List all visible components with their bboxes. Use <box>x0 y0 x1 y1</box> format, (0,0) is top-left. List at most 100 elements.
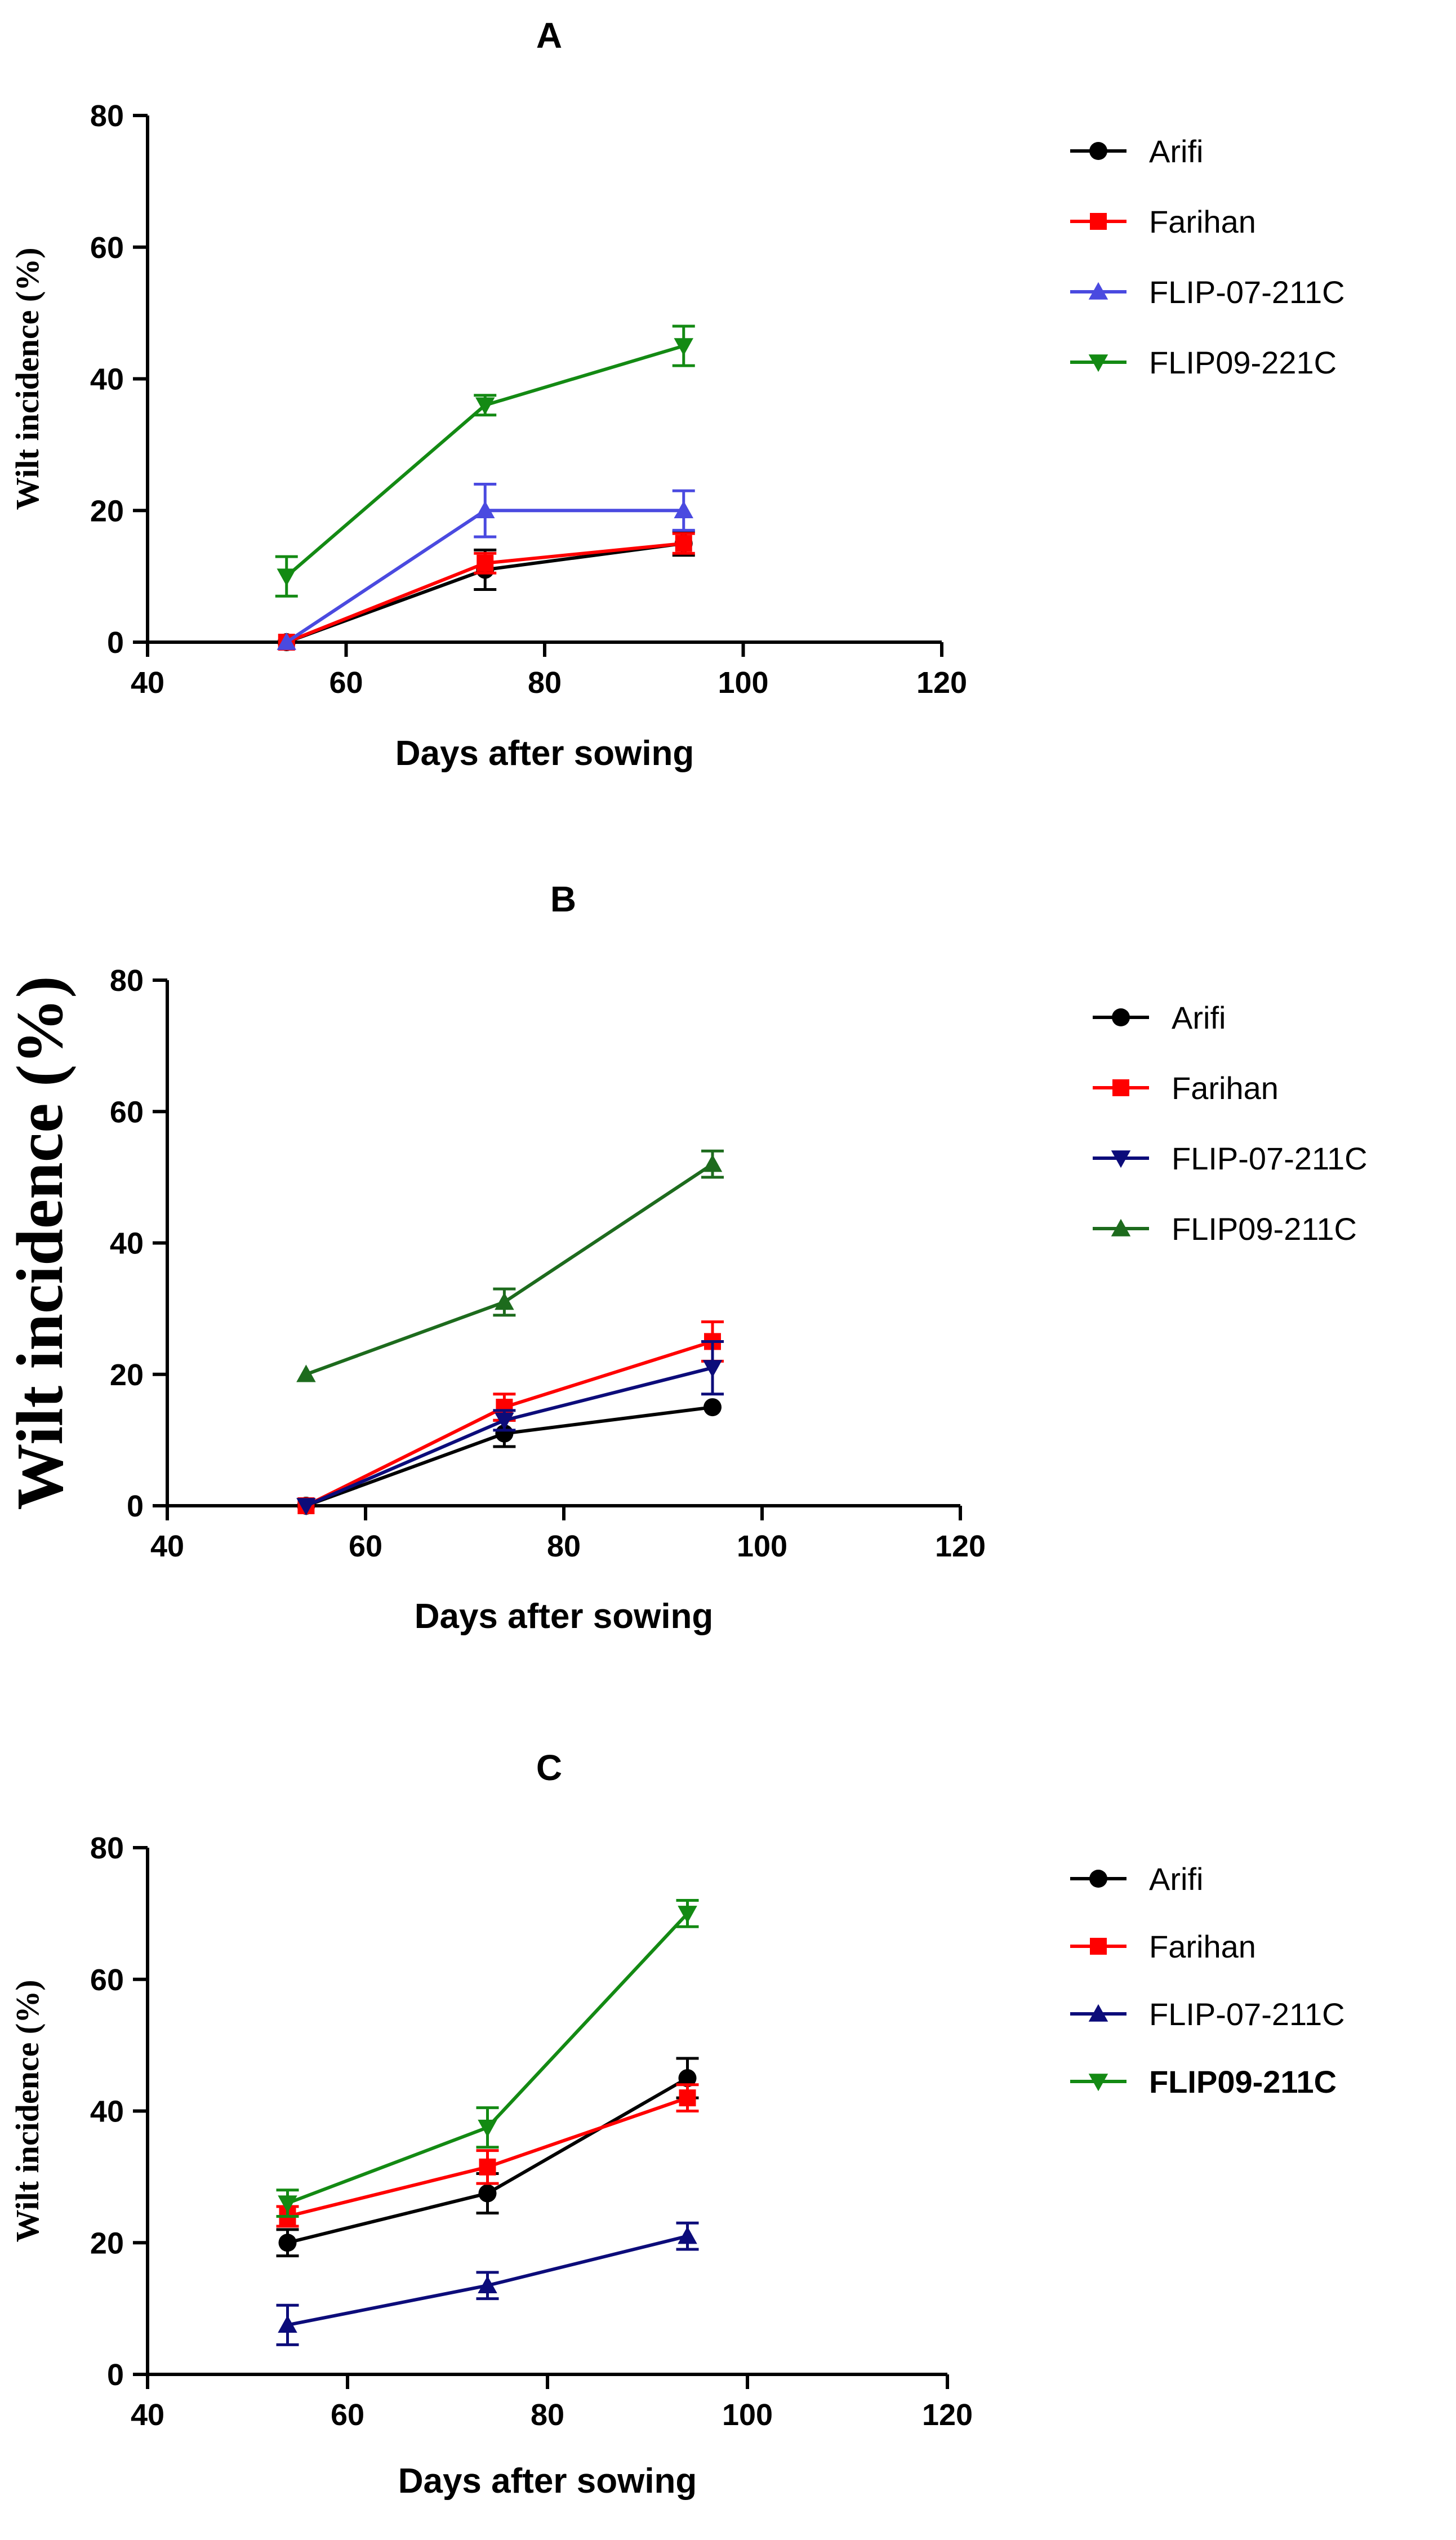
legend-item: Arifi <box>1070 1861 1203 1897</box>
x-axis-label: Days after sowing <box>398 2462 697 2501</box>
legend-label: Farihan <box>1172 1070 1279 1106</box>
data-point <box>475 397 495 415</box>
data-point <box>296 1364 316 1382</box>
y-tick-label: 80 <box>110 964 144 998</box>
x-tick-label: 120 <box>935 1529 986 1563</box>
y-tick-label: 0 <box>107 626 124 660</box>
data-point <box>479 2158 496 2176</box>
x-tick-label: 60 <box>329 666 363 700</box>
data-point <box>277 568 296 586</box>
legend-item: Farihan <box>1070 204 1256 239</box>
data-point <box>278 2315 297 2333</box>
series-3 <box>276 2221 699 2346</box>
series-line <box>305 1163 714 1376</box>
y-tick-label: 20 <box>90 2226 124 2260</box>
data-point <box>495 1292 514 1310</box>
chart-title: C <box>536 1747 562 1788</box>
legend-marker <box>1089 142 1107 160</box>
legend: Arifi Farihan FLIP-07-211C FLIP09-211C <box>1070 1861 1345 2099</box>
x-tick-label: 80 <box>528 666 562 700</box>
y-tick-label: 20 <box>90 494 124 528</box>
y-axis-label: Wilt incidence (%) <box>9 247 46 510</box>
x-tick-label: 120 <box>916 666 967 700</box>
data-point <box>477 554 494 572</box>
legend-marker <box>1088 2074 1108 2092</box>
legend-label: Farihan <box>1149 1929 1256 1964</box>
data-point <box>478 2275 497 2294</box>
legend: Arifi Farihan FLIP-07-211C FLIP09-221C <box>1070 134 1345 380</box>
legend-marker <box>1090 213 1107 230</box>
y-tick-label: 40 <box>90 363 124 397</box>
chart-title: B <box>550 879 576 919</box>
legend-marker <box>1090 1938 1107 1955</box>
chart-panel-c: C 40 60 80 100 120 0 20 40 60 80 Days after sowing W… <box>9 1747 1345 2501</box>
legend-label: Arifi <box>1172 1000 1226 1035</box>
x-tick-label: 120 <box>922 2398 973 2432</box>
data-point <box>278 2195 297 2213</box>
legend-label: FLIP09-221C <box>1149 345 1337 380</box>
x-tick-label: 100 <box>737 1529 787 1563</box>
data-point <box>678 2069 697 2088</box>
legend-marker <box>1088 2004 1108 2022</box>
data-point <box>495 1412 514 1430</box>
legend-marker <box>1088 282 1108 300</box>
data-point <box>674 501 693 519</box>
legend-item: FLIP-07-211C <box>1070 1996 1345 2032</box>
legend-item: FLIP09-211C <box>1070 2064 1337 2099</box>
x-tick-label: 60 <box>349 1529 382 1563</box>
y-axis-label: Wilt incidence (%) <box>3 976 77 1510</box>
y-tick-label: 20 <box>110 1358 144 1392</box>
y-tick-label: 0 <box>127 1489 144 1523</box>
series-3 <box>296 1340 724 1516</box>
series-line <box>305 1405 713 1507</box>
x-axis-label: Days after sowing <box>395 734 694 773</box>
legend-item: Farihan <box>1070 1929 1256 1964</box>
y-tick-label: 80 <box>90 1831 124 1865</box>
legend-item: FLIP-07-211C <box>1070 274 1345 310</box>
data-point <box>278 2234 297 2252</box>
x-tick-label: 80 <box>547 1529 581 1563</box>
legend-marker <box>1111 1150 1131 1168</box>
data-point <box>678 2226 697 2244</box>
legend-label: FLIP09-211C <box>1149 2064 1337 2099</box>
data-point <box>702 1154 723 1172</box>
legend-item: FLIP09-211C <box>1093 1211 1357 1247</box>
series-4 <box>275 324 695 598</box>
legend-label: Arifi <box>1149 1861 1203 1897</box>
data-point <box>478 2119 497 2137</box>
x-tick-label: 100 <box>722 2398 773 2432</box>
series-line <box>285 344 684 578</box>
y-tick-label: 60 <box>90 1963 124 1997</box>
legend-label: Arifi <box>1149 134 1203 169</box>
legend-item: Arifi <box>1070 134 1203 169</box>
data-point <box>703 1398 722 1417</box>
legend-item: Farihan <box>1093 1070 1279 1106</box>
x-tick-label: 100 <box>718 666 768 700</box>
y-tick-label: 60 <box>90 231 124 265</box>
x-tick-label: 40 <box>131 666 164 700</box>
x-tick-label: 40 <box>150 1529 184 1563</box>
data-point <box>475 501 495 519</box>
y-tick-label: 0 <box>107 2358 124 2392</box>
y-tick-label: 80 <box>90 99 124 133</box>
y-axis-label: Wilt incidence (%) <box>9 1979 46 2242</box>
legend: Arifi Farihan FLIP-07-211C FLIP09-211C <box>1093 1000 1368 1247</box>
legend-label: FLIP09-211C <box>1172 1211 1357 1247</box>
y-tick-label: 60 <box>110 1095 144 1129</box>
legend-marker <box>1112 1008 1130 1026</box>
legend-label: FLIP-07-211C <box>1149 274 1345 310</box>
legend-label: Farihan <box>1149 204 1256 239</box>
legend-marker <box>1089 1870 1107 1888</box>
data-point <box>678 1906 697 1924</box>
legend-marker <box>1112 1079 1129 1096</box>
x-axis-label: Days after sowing <box>415 1597 714 1636</box>
data-point <box>702 1360 723 1378</box>
x-tick-label: 80 <box>531 2398 564 2432</box>
y-tick-label: 40 <box>90 2095 124 2129</box>
chart-panel-b: B 40 60 80 100 120 0 20 40 60 80 Days after sowing W… <box>3 879 1368 1636</box>
chart-panel-a: A 40 60 80 100 120 0 20 40 60 80 Days after sowing W… <box>9 15 1345 773</box>
data-point <box>675 535 692 552</box>
legend-label: FLIP-07-211C <box>1149 1996 1345 2032</box>
data-point <box>296 1498 316 1516</box>
